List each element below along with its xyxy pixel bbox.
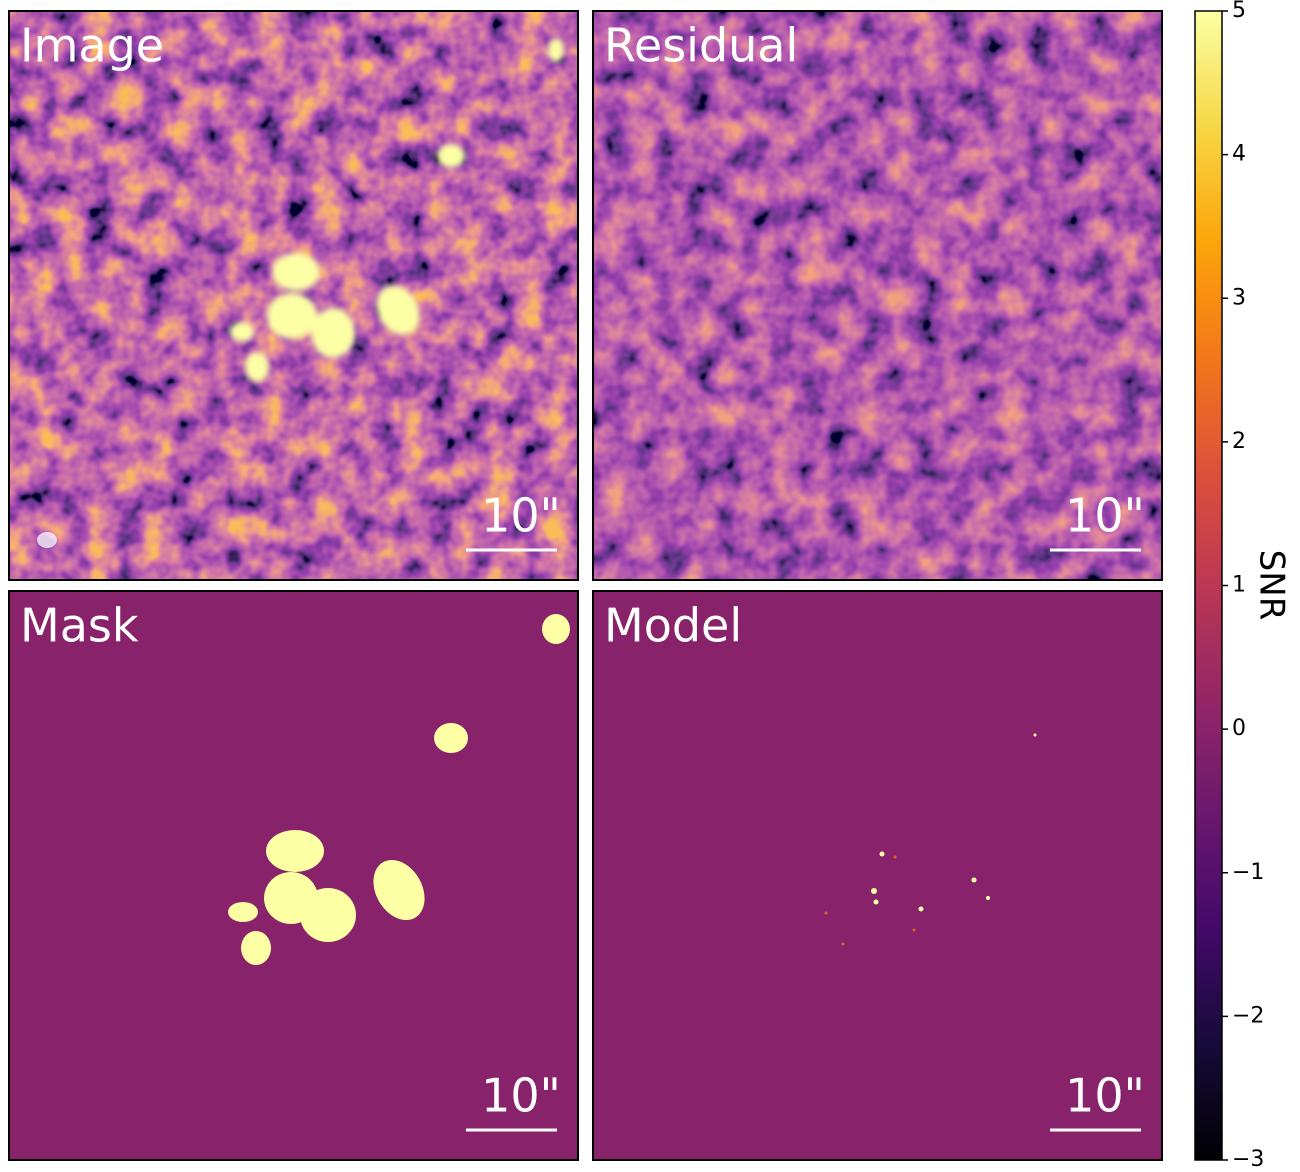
beam <box>37 532 57 548</box>
colorbar <box>1195 11 1222 1160</box>
colorbar-tick-label: 3 <box>1232 285 1246 310</box>
colorbar-tick-label: −2 <box>1232 1003 1264 1028</box>
scale-label: 10" <box>1065 1069 1145 1123</box>
scale-label: 10" <box>481 489 561 543</box>
colorbar-tick-label: −1 <box>1232 860 1264 885</box>
figure: SNR Image 10" Residual 10" Mask 10" Model 10" −3… <box>0 0 1300 1172</box>
panel-title: Residual <box>604 19 798 73</box>
colorbar-tick-label: 0 <box>1232 716 1246 741</box>
colorbar-tick-label: 5 <box>1232 0 1246 23</box>
colorbar-tick-label: 4 <box>1232 142 1246 167</box>
panel-title: Model <box>604 599 742 653</box>
panel-title: Image <box>20 19 164 73</box>
colorbar-tick-label: 2 <box>1232 429 1246 454</box>
scale-label: 10" <box>1065 489 1145 543</box>
colorbar-label: SNR <box>1252 550 1292 621</box>
panel-title: Mask <box>20 599 139 653</box>
colorbar-tick-label: −3 <box>1232 1147 1264 1172</box>
colorbar-tick-label: 1 <box>1232 573 1246 598</box>
scale-label: 10" <box>481 1069 561 1123</box>
